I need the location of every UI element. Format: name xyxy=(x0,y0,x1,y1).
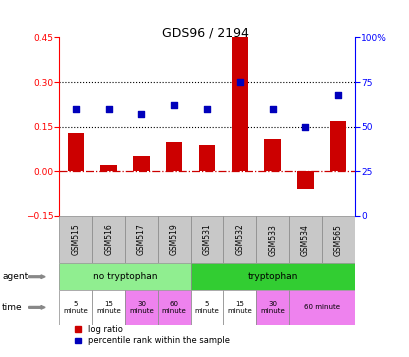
Text: 5
minute: 5 minute xyxy=(63,301,88,313)
Point xyxy=(105,106,112,112)
Text: GSM517: GSM517 xyxy=(137,224,146,256)
Point xyxy=(72,106,79,112)
Text: GSM519: GSM519 xyxy=(169,224,178,256)
Text: 60 minute: 60 minute xyxy=(303,305,339,310)
Bar xyxy=(288,216,321,263)
Bar xyxy=(297,171,313,189)
Bar xyxy=(256,290,288,325)
Point xyxy=(301,124,308,130)
Bar xyxy=(157,290,190,325)
Bar xyxy=(125,290,157,325)
Point xyxy=(236,79,243,85)
Text: 5
minute: 5 minute xyxy=(194,301,219,313)
Text: GSM565: GSM565 xyxy=(333,224,342,256)
Bar xyxy=(198,145,215,171)
Point xyxy=(269,106,275,112)
Bar xyxy=(190,290,223,325)
Point xyxy=(138,111,144,117)
Text: GSM515: GSM515 xyxy=(71,224,80,256)
Point xyxy=(171,102,177,108)
Bar xyxy=(67,133,84,171)
Bar xyxy=(231,37,247,171)
Bar xyxy=(190,216,223,263)
Text: GSM533: GSM533 xyxy=(267,224,276,256)
Bar xyxy=(100,165,117,171)
Text: agent: agent xyxy=(2,272,28,281)
Bar xyxy=(59,216,92,263)
Text: 30
minute: 30 minute xyxy=(260,301,284,313)
Text: GSM516: GSM516 xyxy=(104,224,113,256)
Text: GDS96 / 2194: GDS96 / 2194 xyxy=(161,27,248,40)
Bar xyxy=(190,263,354,290)
Text: 30
minute: 30 minute xyxy=(129,301,153,313)
Bar xyxy=(92,216,125,263)
Bar xyxy=(288,290,354,325)
Bar xyxy=(223,290,256,325)
Point xyxy=(334,92,341,97)
Text: time: time xyxy=(2,303,22,312)
Bar xyxy=(59,290,92,325)
Text: 15
minute: 15 minute xyxy=(227,301,252,313)
Bar xyxy=(223,216,256,263)
Text: no tryptophan: no tryptophan xyxy=(92,272,157,281)
Legend: log ratio, percentile rank within the sample: log ratio, percentile rank within the sa… xyxy=(75,325,229,345)
Bar xyxy=(133,156,149,171)
Bar xyxy=(256,216,288,263)
Text: tryptophan: tryptophan xyxy=(247,272,297,281)
Text: GSM531: GSM531 xyxy=(202,224,211,256)
Bar xyxy=(59,263,190,290)
Text: 60
minute: 60 minute xyxy=(162,301,186,313)
Bar xyxy=(264,139,280,171)
Bar xyxy=(329,121,346,171)
Bar xyxy=(92,290,125,325)
Point xyxy=(203,106,210,112)
Text: GSM534: GSM534 xyxy=(300,224,309,256)
Text: GSM532: GSM532 xyxy=(235,224,244,256)
Bar xyxy=(157,216,190,263)
Text: 15
minute: 15 minute xyxy=(96,301,121,313)
Bar xyxy=(166,142,182,171)
Bar xyxy=(321,216,354,263)
Bar xyxy=(125,216,157,263)
